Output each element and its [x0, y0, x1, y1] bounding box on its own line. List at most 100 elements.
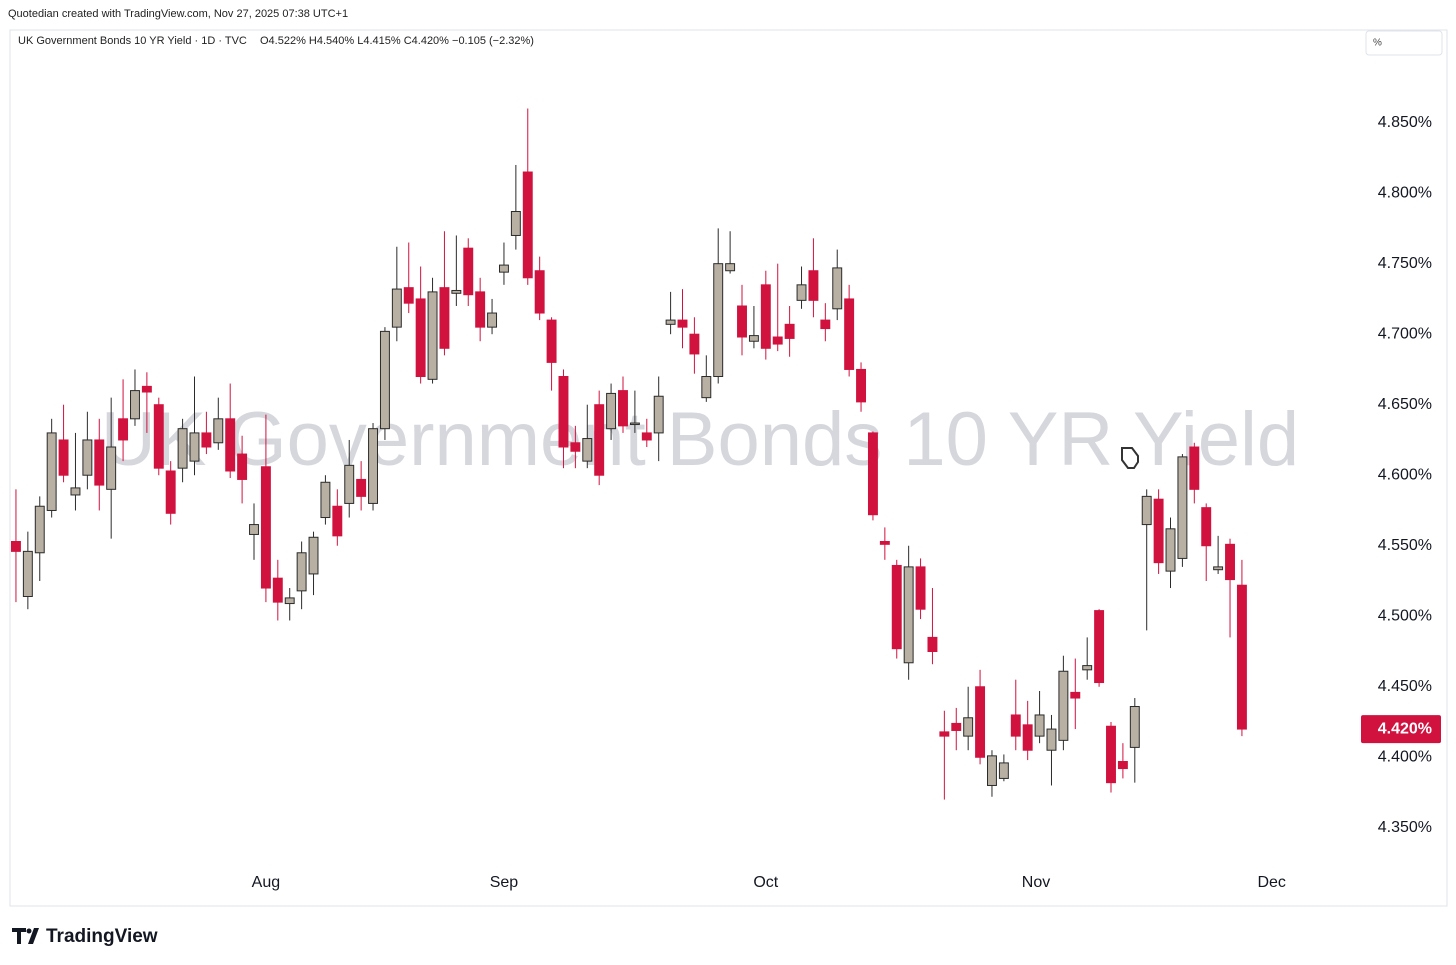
candle-body: [427, 291, 438, 380]
candle-body: [451, 289, 462, 294]
candle-body: [665, 319, 676, 325]
candle-body: [570, 442, 581, 452]
candle-body: [1117, 761, 1128, 770]
candle-body: [403, 287, 414, 304]
unit-box[interactable]: [1365, 30, 1443, 56]
watermark: UK Government Bonds 10 YR Yield: [101, 397, 1299, 482]
chart-title: UK Government Bonds 10 YR Yield · 1D · T…: [18, 35, 247, 47]
candle-body: [225, 418, 236, 472]
candle-body: [368, 428, 378, 504]
candle-body: [106, 446, 117, 490]
y-tick-label: 4.550%: [1378, 537, 1432, 554]
x-tick-label: Dec: [1257, 874, 1285, 891]
candle-body: [10, 541, 21, 552]
candle-body: [46, 432, 57, 511]
candle-body: [820, 319, 831, 330]
candle-body: [939, 731, 950, 737]
candle-body: [987, 755, 997, 786]
candle-body: [415, 298, 426, 377]
candle-body: [296, 552, 307, 592]
logo-text: TradingView: [46, 926, 158, 947]
candle-body: [725, 263, 736, 272]
cursor-icon: [1121, 447, 1139, 469]
candle-body: [594, 404, 605, 476]
x-tick-label: Sep: [490, 874, 519, 891]
candle-body: [177, 428, 188, 469]
candle-body: [1153, 498, 1164, 564]
candle-body: [879, 541, 890, 545]
candle-body: [796, 284, 807, 301]
candle-body: [629, 422, 640, 426]
candle-body: [272, 577, 283, 603]
candle-body: [1082, 665, 1093, 671]
candle-body: [58, 439, 69, 476]
candle-body: [1070, 691, 1081, 699]
candle-body: [951, 722, 962, 731]
candle-body: [1022, 724, 1033, 751]
candle-body: [748, 335, 759, 342]
candle-body: [1046, 728, 1057, 751]
x-tick-label: Aug: [252, 874, 280, 891]
credit: Quotedian created with TradingView.com, …: [8, 8, 348, 20]
candle-body: [439, 287, 450, 349]
candle-body: [856, 368, 867, 403]
candle-body: [1094, 610, 1105, 684]
candle-body: [558, 376, 569, 448]
candle-body: [213, 418, 224, 444]
candle-body: [760, 284, 771, 349]
candle-body: [22, 550, 33, 597]
y-tick-label: 4.500%: [1378, 607, 1432, 624]
candle-body: [998, 762, 1009, 779]
candle-body: [618, 390, 628, 427]
candle-body: [677, 319, 688, 328]
candle-body: [510, 211, 521, 236]
candle-body: [498, 264, 509, 273]
candle-body: [963, 717, 974, 737]
candle-body: [356, 478, 367, 497]
candle-body: [701, 376, 712, 399]
candle-body: [534, 270, 545, 314]
candle-body: [391, 288, 402, 328]
candle-body: [713, 263, 724, 377]
y-tick-label: 4.700%: [1378, 325, 1432, 342]
candle-body: [903, 566, 914, 664]
last-price-box: [1361, 715, 1441, 744]
footer-logo: TradingView: [12, 926, 158, 947]
candle-body: [582, 438, 593, 462]
candle-body: [82, 439, 93, 476]
y-tick-label: 4.600%: [1378, 466, 1432, 483]
candle-body: [94, 439, 105, 486]
candle-body: [915, 566, 926, 610]
candle-body: [201, 432, 212, 448]
candle-body: [808, 270, 819, 301]
candle-body: [1177, 456, 1188, 559]
candle-body: [927, 636, 938, 653]
x-tick-label: Oct: [753, 874, 778, 891]
candle-body: [1213, 566, 1224, 571]
candle-body: [832, 267, 843, 310]
candle-body: [641, 432, 652, 441]
candle-body: [975, 686, 986, 758]
candle-body: [546, 319, 557, 363]
candle-body: [1225, 543, 1235, 581]
candle-body: [784, 323, 795, 339]
candle-body: [284, 597, 295, 605]
last-price-label: 4.420%: [1378, 720, 1432, 737]
candle-body: [118, 418, 129, 441]
candle-body: [189, 432, 200, 462]
candle-body: [475, 291, 486, 328]
chart-frame: [9, 29, 1448, 907]
y-tick-label: 4.800%: [1378, 184, 1432, 201]
y-tick-label: 4.650%: [1378, 396, 1432, 413]
candle-body: [260, 466, 271, 589]
unit-label: %: [1373, 38, 1382, 49]
candle-body: [653, 395, 664, 434]
candle-body: [320, 481, 331, 519]
x-tick-label: Nov: [1022, 874, 1050, 891]
candle-body: [1034, 714, 1045, 737]
candle-body: [487, 312, 498, 328]
y-tick-label: 4.350%: [1378, 819, 1432, 836]
y-tick-label: 4.400%: [1378, 748, 1432, 765]
candle-body: [153, 404, 164, 469]
